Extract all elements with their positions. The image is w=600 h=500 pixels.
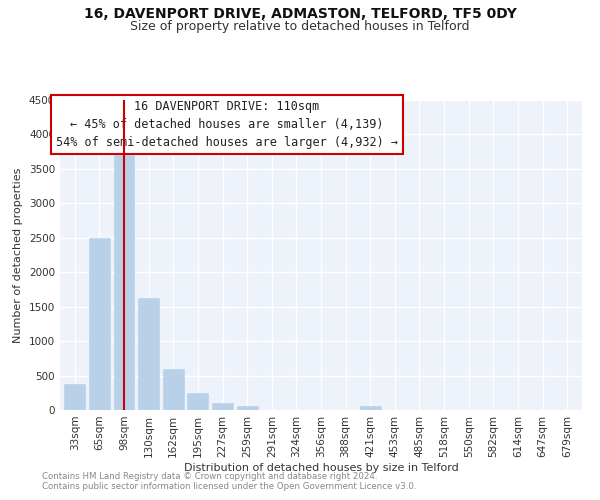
Text: Contains HM Land Registry data © Crown copyright and database right 2024.: Contains HM Land Registry data © Crown c…: [42, 472, 377, 481]
Bar: [212, 403, 233, 410]
Bar: [89, 238, 110, 410]
Bar: [113, 155, 134, 410]
X-axis label: Distribution of detached houses by size in Telford: Distribution of detached houses by size …: [184, 462, 458, 472]
Text: Size of property relative to detached houses in Telford: Size of property relative to detached ho…: [130, 20, 470, 33]
Text: 16 DAVENPORT DRIVE: 110sqm
← 45% of detached houses are smaller (4,139)
54% of s: 16 DAVENPORT DRIVE: 110sqm ← 45% of deta…: [56, 100, 398, 149]
Text: 16, DAVENPORT DRIVE, ADMASTON, TELFORD, TF5 0DY: 16, DAVENPORT DRIVE, ADMASTON, TELFORD, …: [83, 8, 517, 22]
Bar: [187, 394, 208, 410]
Y-axis label: Number of detached properties: Number of detached properties: [13, 168, 23, 342]
Bar: [138, 298, 159, 410]
Bar: [236, 406, 257, 410]
Text: Contains public sector information licensed under the Open Government Licence v3: Contains public sector information licen…: [42, 482, 416, 491]
Bar: [163, 368, 184, 410]
Bar: [360, 406, 381, 410]
Bar: [64, 384, 85, 410]
